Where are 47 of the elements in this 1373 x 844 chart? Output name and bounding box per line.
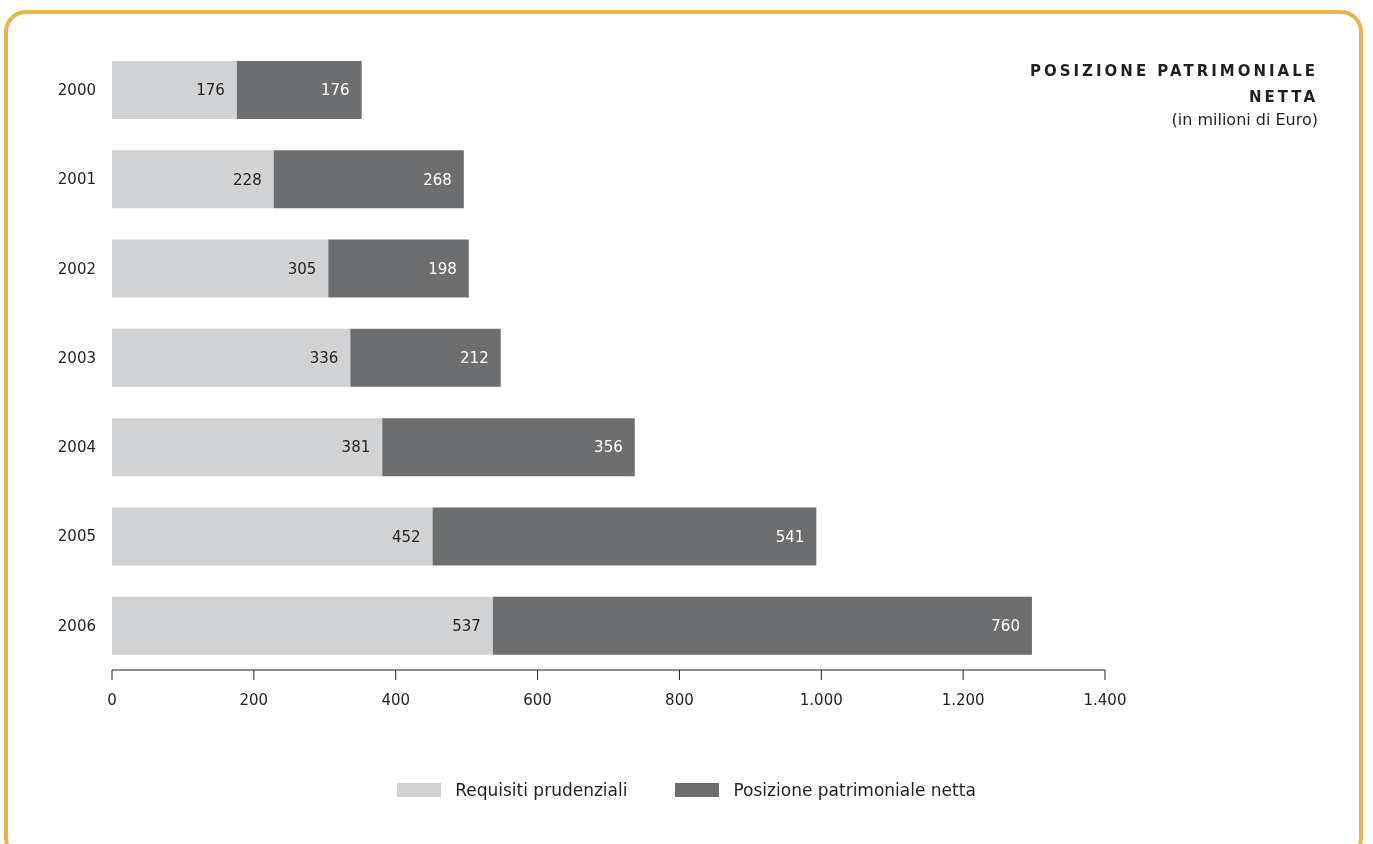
data-label: 356 — [594, 438, 623, 457]
bar — [112, 150, 274, 209]
data-label: 176 — [196, 81, 225, 100]
x-tick-label: 400 — [381, 690, 411, 709]
bar — [273, 150, 464, 209]
y-tick-label: 2004 — [57, 438, 96, 457]
bar — [382, 418, 635, 477]
data-label: 381 — [341, 438, 371, 457]
data-label: 198 — [428, 259, 457, 278]
x-tick-label: 200 — [239, 690, 269, 709]
y-tick-label: 2006 — [57, 616, 96, 635]
data-label: 268 — [423, 170, 452, 189]
data-label: 305 — [287, 259, 317, 278]
data-label: 541 — [775, 527, 805, 546]
text: (in milioni di Euro) — [1170, 110, 1318, 130]
bar — [112, 507, 433, 566]
data-label: 336 — [309, 349, 339, 368]
bar — [350, 328, 501, 387]
bar — [112, 596, 493, 655]
bar — [112, 61, 237, 119]
text: POSIZIONE PATRIMONIALE NETTA — [1029, 61, 1318, 108]
y-tick-label: 2005 — [57, 527, 96, 546]
legend-label: Posizione patrimoniale netta — [733, 780, 976, 800]
bar — [328, 239, 469, 298]
y-tick-label: 2001 — [57, 170, 96, 189]
y-tick-label: 2002 — [57, 259, 96, 278]
data-label: 452 — [391, 527, 421, 546]
bar — [112, 239, 329, 298]
data-label: 537 — [452, 617, 481, 636]
bar — [236, 61, 362, 119]
data-label: 176 — [321, 81, 350, 100]
bar — [432, 507, 817, 566]
bar — [112, 418, 383, 477]
y-tick-label: 2000 — [57, 80, 96, 99]
bar — [112, 328, 351, 387]
data-label: 212 — [460, 349, 489, 368]
data-label: 228 — [233, 170, 262, 189]
x-tick-label: 0 — [107, 690, 117, 709]
legend-label: Requisiti prudenziali — [455, 780, 628, 800]
x-tick-label: 1.000 — [799, 690, 843, 709]
bar — [492, 596, 1032, 655]
x-tick-label: 1.200 — [941, 690, 985, 709]
data-label: 760 — [991, 617, 1020, 636]
x-tick-label: 1.400 — [1083, 690, 1127, 709]
y-tick-label: 2003 — [57, 348, 96, 367]
x-tick-label: 800 — [665, 690, 694, 709]
x-tick-label: 600 — [523, 690, 552, 709]
